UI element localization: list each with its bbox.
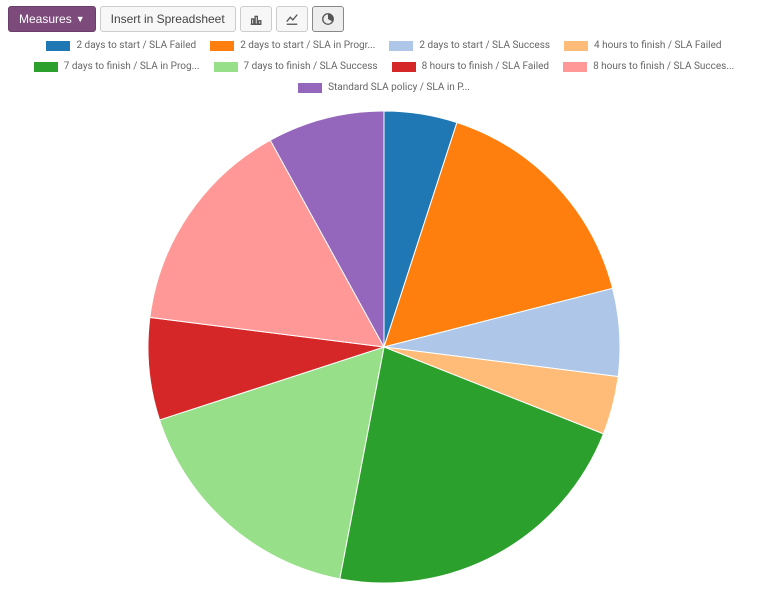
legend-item[interactable]: 7 days to finish / SLA Success xyxy=(214,61,378,72)
pie-chart-icon xyxy=(321,12,335,26)
insert-label: Insert in Spreadsheet xyxy=(111,12,225,26)
pie-chart-button[interactable] xyxy=(312,6,344,32)
line-chart-button[interactable] xyxy=(276,6,308,32)
legend-label: 7 days to finish / SLA in Prog... xyxy=(64,61,200,72)
legend-item[interactable]: Standard SLA policy / SLA in P... xyxy=(298,82,470,93)
pie-chart xyxy=(0,99,768,589)
legend-label: 7 days to finish / SLA Success xyxy=(244,61,378,72)
legend-label: Standard SLA policy / SLA in P... xyxy=(328,82,470,93)
legend-swatch xyxy=(563,62,587,72)
legend-swatch xyxy=(389,41,413,51)
legend-item[interactable]: 2 days to start / SLA Success xyxy=(389,40,550,51)
legend-swatch xyxy=(298,83,322,93)
legend-label: 2 days to start / SLA Success xyxy=(419,40,550,51)
legend-item[interactable]: 8 hours to finish / SLA Failed xyxy=(392,61,550,72)
toolbar: Measures ▼ Insert in Spreadsheet xyxy=(0,0,768,38)
chevron-down-icon: ▼ xyxy=(76,14,85,24)
line-chart-icon xyxy=(285,12,299,26)
measures-label: Measures xyxy=(19,12,72,26)
legend-label: 4 hours to finish / SLA Failed xyxy=(594,40,722,51)
legend-item[interactable]: 4 hours to finish / SLA Failed xyxy=(564,40,722,51)
legend-swatch xyxy=(564,41,588,51)
legend-item[interactable]: 2 days to start / SLA in Progr... xyxy=(210,40,375,51)
legend-label: 2 days to start / SLA Failed xyxy=(76,40,196,51)
insert-spreadsheet-button[interactable]: Insert in Spreadsheet xyxy=(100,6,236,32)
legend-item[interactable]: 8 hours to finish / SLA Succes... xyxy=(563,61,734,72)
chart-area xyxy=(0,99,768,589)
chart-legend: 2 days to start / SLA Failed 2 days to st… xyxy=(0,38,768,99)
legend-label: 8 hours to finish / SLA Succes... xyxy=(593,61,734,72)
legend-swatch xyxy=(210,41,234,51)
bar-chart-icon xyxy=(249,12,263,26)
legend-swatch xyxy=(214,62,238,72)
legend-swatch xyxy=(34,62,58,72)
bar-chart-button[interactable] xyxy=(240,6,272,32)
legend-item[interactable]: 7 days to finish / SLA in Prog... xyxy=(34,61,200,72)
measures-button[interactable]: Measures ▼ xyxy=(8,6,96,32)
legend-label: 2 days to start / SLA in Progr... xyxy=(240,40,375,51)
legend-swatch xyxy=(46,41,70,51)
legend-swatch xyxy=(392,62,416,72)
legend-label: 8 hours to finish / SLA Failed xyxy=(422,61,550,72)
legend-item[interactable]: 2 days to start / SLA Failed xyxy=(46,40,196,51)
